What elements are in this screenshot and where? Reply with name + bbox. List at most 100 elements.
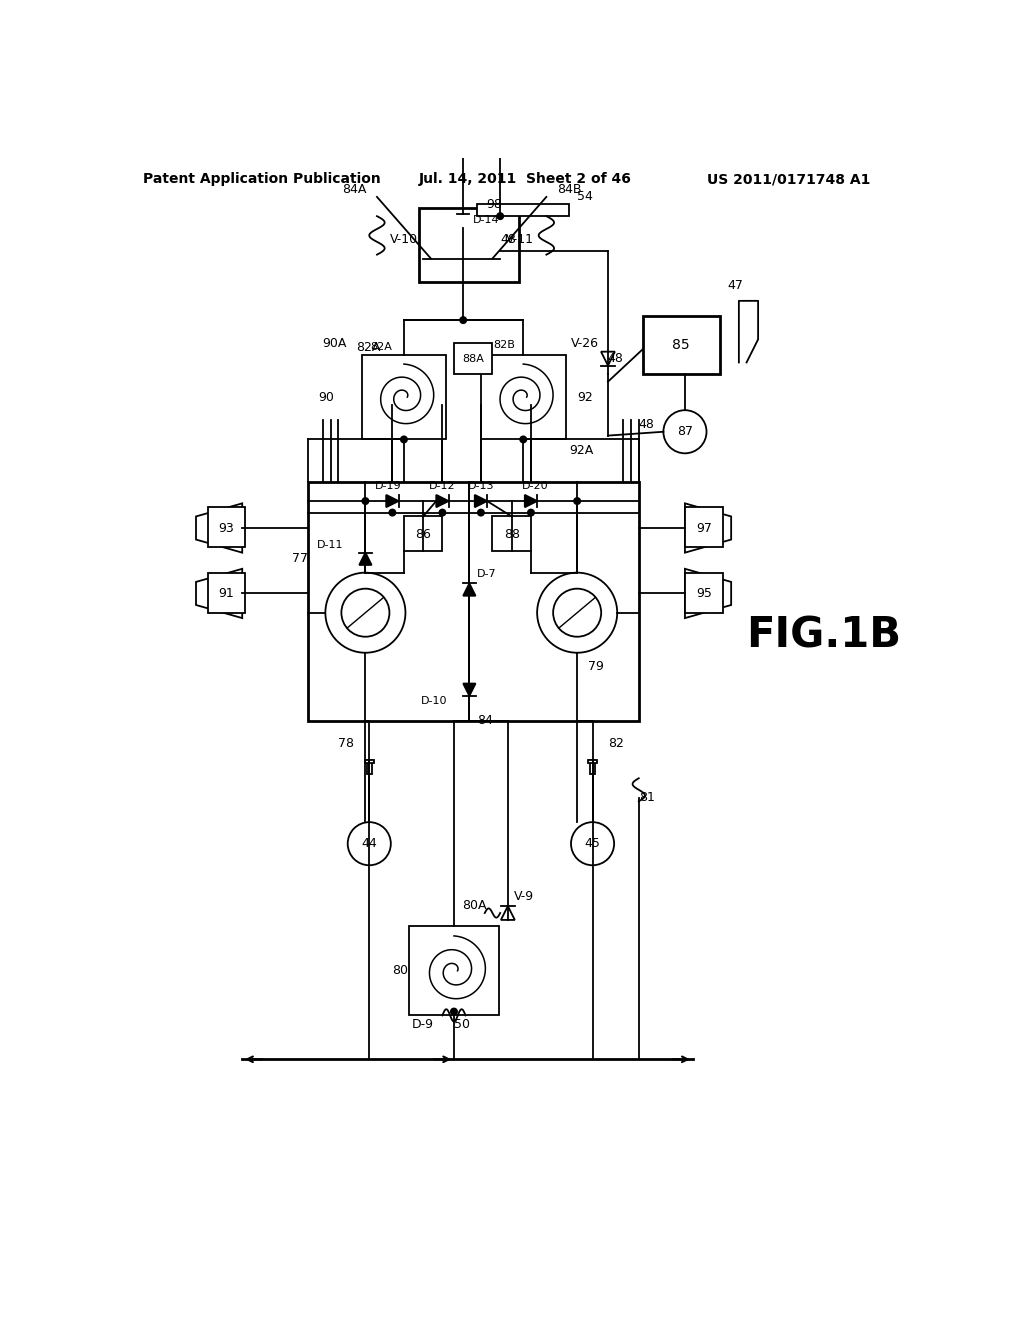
Circle shape xyxy=(341,589,389,636)
Bar xyxy=(685,507,724,548)
Polygon shape xyxy=(484,251,500,267)
Text: 86: 86 xyxy=(415,528,431,541)
Text: D-7: D-7 xyxy=(477,569,497,579)
Circle shape xyxy=(460,211,466,216)
Text: 95: 95 xyxy=(696,587,712,601)
Text: US 2011/0171748 A1: US 2011/0171748 A1 xyxy=(708,172,870,186)
Text: 82: 82 xyxy=(608,737,624,750)
Circle shape xyxy=(362,498,369,504)
Text: 50: 50 xyxy=(454,1018,470,1031)
Bar xyxy=(419,209,519,281)
Circle shape xyxy=(451,1008,457,1015)
Text: FIG.1B: FIG.1B xyxy=(746,615,901,657)
Bar xyxy=(208,573,245,612)
Polygon shape xyxy=(196,503,243,553)
Text: D-10: D-10 xyxy=(421,696,447,706)
Text: 54: 54 xyxy=(577,190,593,203)
Polygon shape xyxy=(359,553,372,565)
Text: 98: 98 xyxy=(486,198,502,211)
Polygon shape xyxy=(685,569,731,618)
Bar xyxy=(367,760,372,774)
Bar xyxy=(454,343,493,374)
Text: 79: 79 xyxy=(589,660,604,673)
Bar xyxy=(588,760,597,763)
Text: D-14: D-14 xyxy=(472,215,499,224)
Polygon shape xyxy=(524,495,538,507)
Bar xyxy=(403,516,442,552)
Bar xyxy=(410,927,499,1015)
Text: 91: 91 xyxy=(218,587,233,601)
Circle shape xyxy=(460,240,466,247)
Text: 88: 88 xyxy=(504,528,520,541)
Polygon shape xyxy=(501,906,515,920)
Bar xyxy=(365,760,374,763)
Text: 85: 85 xyxy=(673,338,690,351)
Text: D-19: D-19 xyxy=(375,480,401,491)
Polygon shape xyxy=(436,495,449,507)
Circle shape xyxy=(528,510,535,516)
Polygon shape xyxy=(423,251,438,267)
Circle shape xyxy=(520,437,526,442)
Bar xyxy=(307,482,639,721)
Text: 92A: 92A xyxy=(569,445,594,458)
Bar xyxy=(481,355,565,440)
Text: 48: 48 xyxy=(639,417,654,430)
Circle shape xyxy=(460,317,466,323)
Polygon shape xyxy=(196,569,243,618)
Circle shape xyxy=(400,437,407,442)
Text: 90: 90 xyxy=(318,391,335,404)
Text: D-12: D-12 xyxy=(429,480,456,491)
Text: D-13: D-13 xyxy=(468,480,495,491)
Text: 80A: 80A xyxy=(462,899,486,912)
Circle shape xyxy=(478,510,484,516)
Text: D-9: D-9 xyxy=(412,1018,434,1031)
Circle shape xyxy=(553,589,601,636)
Text: D-11: D-11 xyxy=(317,540,344,550)
Text: 48: 48 xyxy=(607,352,624,366)
Text: D-20: D-20 xyxy=(521,480,548,491)
Polygon shape xyxy=(685,503,731,553)
Circle shape xyxy=(348,822,391,866)
Circle shape xyxy=(326,573,406,653)
Text: 82A: 82A xyxy=(356,341,381,354)
Bar xyxy=(477,203,569,216)
Circle shape xyxy=(574,498,581,504)
Circle shape xyxy=(571,822,614,866)
Text: 93: 93 xyxy=(218,521,233,535)
Polygon shape xyxy=(601,351,614,366)
Text: V-11: V-11 xyxy=(506,232,534,246)
Polygon shape xyxy=(386,495,398,507)
Text: Jul. 14, 2011  Sheet 2 of 46: Jul. 14, 2011 Sheet 2 of 46 xyxy=(419,172,631,186)
Text: 48: 48 xyxy=(500,232,516,246)
Circle shape xyxy=(439,510,445,516)
Text: V-9: V-9 xyxy=(514,890,535,903)
Bar xyxy=(361,355,446,440)
Text: 77: 77 xyxy=(292,552,308,565)
Text: 92: 92 xyxy=(578,391,593,404)
Circle shape xyxy=(664,411,707,453)
Polygon shape xyxy=(463,684,475,696)
Text: 90A: 90A xyxy=(322,337,346,350)
Bar xyxy=(590,760,595,774)
Text: 80: 80 xyxy=(392,964,408,977)
Text: 45: 45 xyxy=(585,837,600,850)
Text: 81: 81 xyxy=(639,791,654,804)
Text: 87: 87 xyxy=(677,425,693,438)
Text: 84B: 84B xyxy=(557,182,582,195)
Text: 97: 97 xyxy=(696,521,712,535)
Polygon shape xyxy=(475,495,487,507)
Circle shape xyxy=(389,510,395,516)
Text: 47: 47 xyxy=(727,279,743,292)
Bar xyxy=(643,317,720,374)
Text: V-10: V-10 xyxy=(390,232,418,246)
Circle shape xyxy=(538,573,617,653)
Circle shape xyxy=(497,213,503,219)
Polygon shape xyxy=(463,583,475,595)
Text: 82B: 82B xyxy=(494,339,515,350)
Bar xyxy=(208,507,245,548)
Text: 78: 78 xyxy=(338,737,354,750)
Text: 44: 44 xyxy=(361,837,377,850)
Polygon shape xyxy=(457,214,469,226)
Text: Patent Application Publication: Patent Application Publication xyxy=(142,172,380,186)
Text: 84: 84 xyxy=(477,714,493,727)
